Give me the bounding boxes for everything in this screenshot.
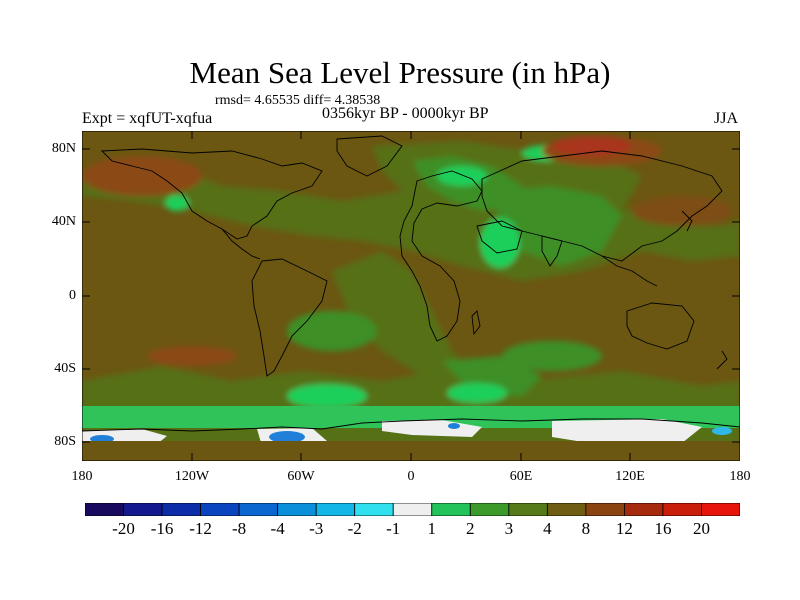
y-label-40s: 40S: [54, 361, 76, 376]
x-label-60w: 60W: [287, 469, 315, 484]
period-label: 0356kyr BP - 0000kyr BP: [322, 105, 489, 122]
colorbar-label: 20: [692, 519, 710, 538]
colorbar-box: [662, 503, 702, 516]
x-label-60e: 60E: [509, 469, 533, 484]
colorbar-box: [508, 503, 548, 516]
colorbar-label: 8: [581, 519, 591, 538]
colorbar-box: [431, 503, 471, 516]
coast-australia: [626, 302, 695, 350]
brown-patch-pacific-north: [82, 156, 202, 196]
pressure-map: [82, 131, 740, 461]
coast-greenland: [336, 135, 403, 177]
bright-green-arabia: [480, 218, 520, 268]
season-label: JJA: [714, 110, 739, 127]
x-label-0: 0: [407, 469, 415, 484]
coast-japan: [681, 210, 693, 232]
colorbar-box: [701, 503, 740, 516]
colorbar-label: -4: [270, 519, 285, 538]
coast-asia: [481, 150, 723, 262]
colorbar-box: [238, 503, 279, 516]
bright-green-indian-south: [447, 383, 507, 403]
coast-south-america: [251, 258, 328, 377]
green-patch-south-america: [287, 311, 377, 351]
colorbar-box: [200, 503, 240, 516]
antarctic-band: [82, 406, 740, 461]
experiment-label: Expt = xqfUT-xqfua: [82, 110, 213, 127]
coast-india: [541, 235, 563, 267]
coast-antarctica: [82, 418, 740, 432]
bright-green-north-america: [165, 195, 189, 211]
olive-field-atlantic: [332, 251, 472, 376]
chart-title: Mean Sea Level Pressure (in hPa): [189, 55, 611, 90]
green-field-asia: [492, 186, 622, 266]
colorbar-box: [624, 503, 664, 516]
colorbar-box: [469, 503, 510, 516]
x-label-120e: 120E: [615, 469, 645, 484]
coastlines: [82, 135, 740, 432]
y-label-0: 0: [69, 288, 76, 303]
coast-arabia: [476, 220, 523, 254]
colorbar-label: 16: [654, 519, 672, 538]
colorbar-label: 1: [427, 519, 437, 538]
colorbar-label: -20: [112, 519, 135, 538]
colorbar-box: [161, 503, 201, 516]
colorbar-box: [585, 503, 625, 516]
coast-north-america: [100, 148, 323, 240]
tick-marks: [82, 131, 740, 461]
brown-patch-pacific-south: [147, 346, 237, 366]
colorbar-box: [354, 503, 394, 516]
x-label-120w: 120W: [174, 469, 210, 484]
colorbar-box: [392, 503, 433, 516]
coast-central-america: [221, 228, 261, 260]
colorbar-label: -12: [189, 519, 212, 538]
colorbar-label: -1: [386, 519, 401, 538]
colorbar-box: [546, 503, 587, 516]
colorbar-label: 4: [543, 519, 552, 538]
x-label-180-left: 180: [71, 469, 93, 484]
coast-se-asia: [601, 255, 658, 287]
red-brown-patch-arctic: [552, 136, 632, 156]
bright-green-atlantic-south: [287, 384, 367, 408]
colorbar-box: [315, 503, 356, 516]
colorbar-label: -8: [232, 519, 247, 538]
colorbar-label: -16: [150, 519, 174, 538]
stats-text: rmsd= 4.65535 diff= 4.38538: [215, 93, 381, 108]
colorbar-label: -3: [309, 519, 324, 538]
y-label-80n: 80N: [51, 141, 76, 156]
colorbar-label: 12: [615, 519, 633, 538]
colorbar-label: 3: [504, 519, 514, 538]
green-patch-indian: [502, 341, 602, 371]
coast-madagascar: [471, 310, 481, 336]
coast-europe-africa: [399, 170, 483, 342]
bright-green-europe: [437, 166, 487, 186]
x-label-180-right: 180: [729, 469, 751, 484]
colorbar: [85, 503, 740, 516]
coast-new-zealand: [716, 350, 728, 370]
y-label-40n: 40N: [51, 214, 76, 229]
colorbar-box: [85, 503, 124, 516]
colorbar-box: [277, 503, 317, 516]
y-label-80s: 80S: [54, 434, 76, 449]
colorbar-box: [123, 503, 163, 516]
colorbar-label: 2: [466, 519, 475, 538]
colorbar-label: -2: [347, 519, 362, 538]
